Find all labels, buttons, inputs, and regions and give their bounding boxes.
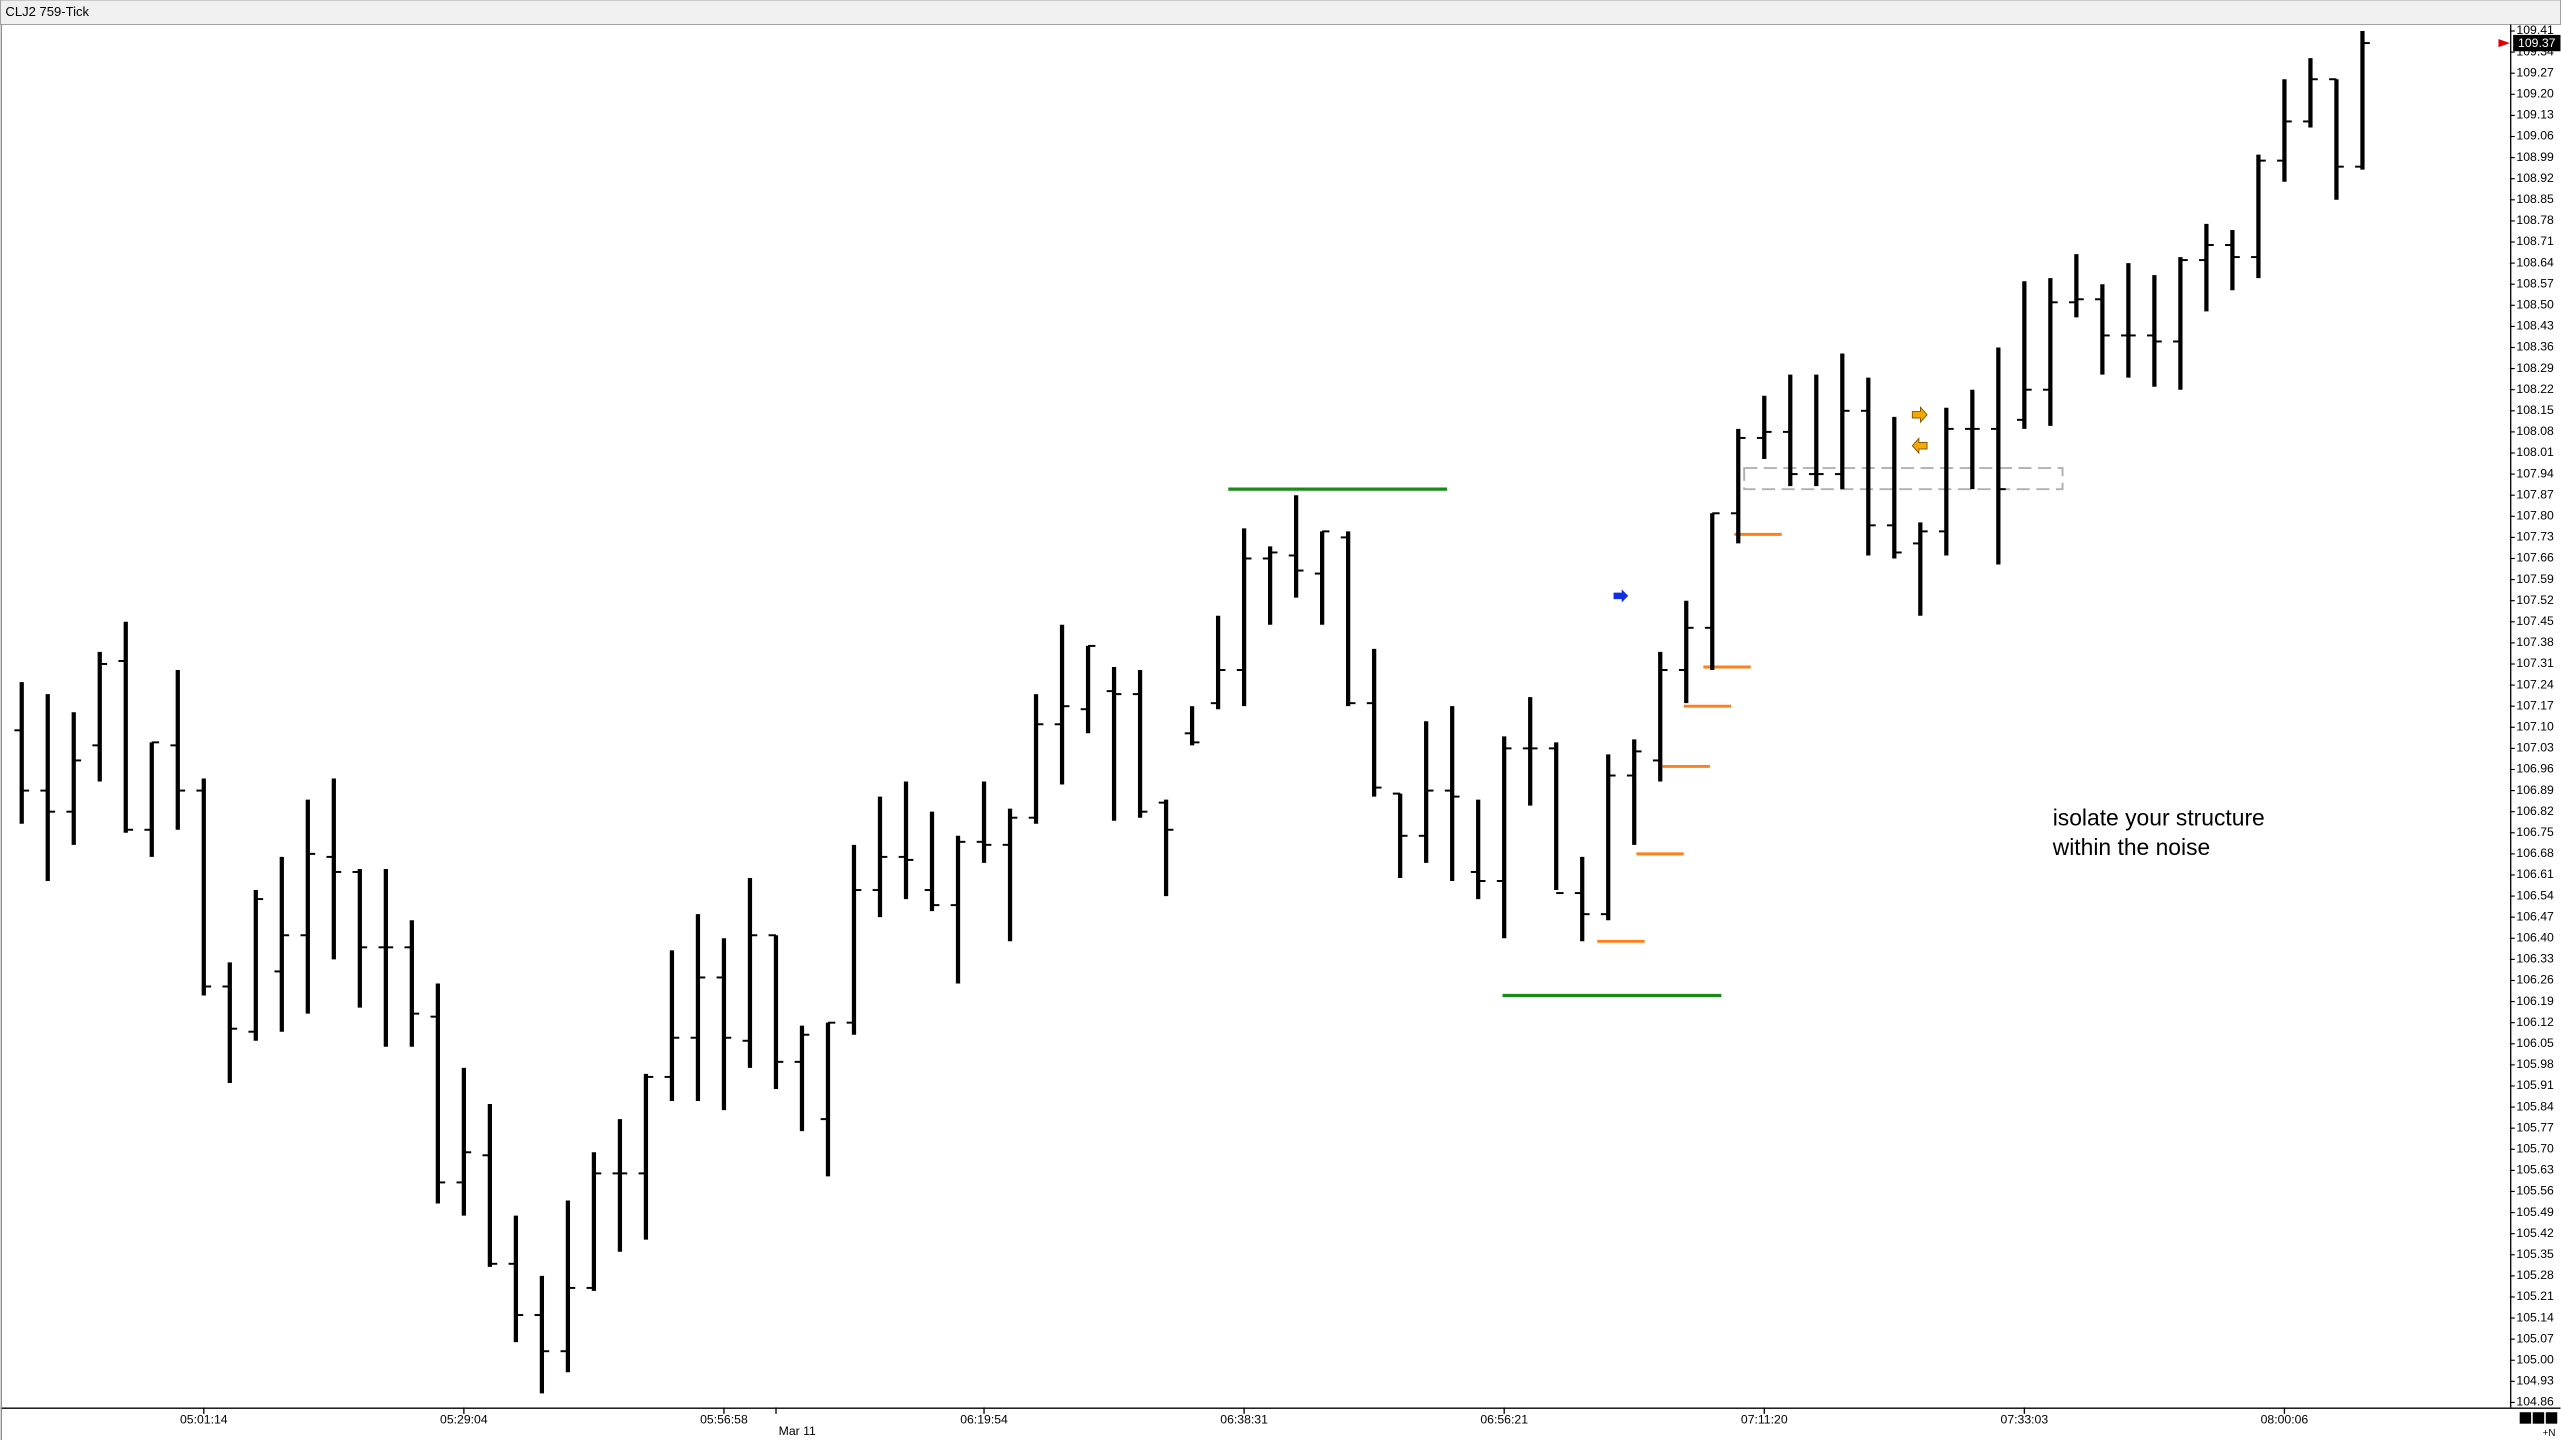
- y-tick-label: 106.47: [2516, 909, 2554, 923]
- y-tick-label: 105.28: [2516, 1268, 2554, 1282]
- x-tick-label: 05:29:04: [440, 1413, 488, 1427]
- y-tick-label: 108.36: [2516, 340, 2554, 354]
- chart-title: CLJ2 759-Tick: [5, 4, 89, 19]
- signal-arrow: [1911, 437, 1928, 455]
- y-tick-label: 108.71: [2516, 234, 2554, 248]
- y-tick-label: 108.50: [2516, 298, 2554, 312]
- y-tick-label: 106.26: [2516, 973, 2554, 987]
- scale-button[interactable]: [2545, 1412, 2558, 1424]
- y-tick-label: 109.27: [2516, 65, 2554, 79]
- y-tick-label: 107.10: [2516, 720, 2554, 734]
- x-tick-label: 06:56:21: [1480, 1413, 1528, 1427]
- y-tick-label: 106.61: [2516, 867, 2554, 881]
- y-tick-label: 107.80: [2516, 509, 2554, 523]
- last-price-label: 109.37: [2518, 36, 2556, 50]
- y-tick-label: 107.31: [2516, 656, 2554, 670]
- signal-arrow: [1911, 406, 1928, 424]
- y-tick-label: 106.12: [2516, 1015, 2554, 1029]
- y-tick-label: 105.21: [2516, 1289, 2554, 1303]
- y-tick-label: 106.40: [2516, 931, 2554, 945]
- y-tick-label: 108.15: [2516, 403, 2554, 417]
- y-tick-label: 109.06: [2516, 129, 2554, 143]
- y-tick-label: 107.03: [2516, 741, 2554, 755]
- y-tick-label: 105.49: [2516, 1205, 2554, 1219]
- y-tick-label: 106.19: [2516, 994, 2554, 1008]
- zone: [1743, 467, 2064, 491]
- last-price-arrow: [2498, 38, 2510, 48]
- y-tick-label: 105.42: [2516, 1226, 2554, 1240]
- x-tick-label: 06:19:54: [960, 1413, 1008, 1427]
- x-tick-label: 07:11:20: [1741, 1413, 1788, 1427]
- y-tick-label: 105.00: [2516, 1352, 2554, 1366]
- scale-button-label[interactable]: +N: [2543, 1428, 2556, 1439]
- y-tick-label: 109.20: [2516, 87, 2554, 101]
- annotation-text: within the noise: [2052, 834, 2210, 860]
- y-tick-label: 107.52: [2516, 593, 2554, 607]
- y-tick-label: 105.77: [2516, 1120, 2554, 1134]
- y-tick-label: 104.93: [2516, 1374, 2554, 1388]
- y-tick-label: 107.45: [2516, 614, 2554, 628]
- title-bar: [0, 0, 2561, 25]
- y-tick-label: 107.94: [2516, 466, 2554, 480]
- x-tick-label: 07:33:03: [2001, 1413, 2049, 1427]
- scale-button[interactable]: [2519, 1412, 2532, 1424]
- y-tick-label: 108.29: [2516, 361, 2554, 375]
- y-tick-label: 105.14: [2516, 1310, 2554, 1324]
- y-tick-label: 106.68: [2516, 846, 2554, 860]
- y-tick-label: 105.56: [2516, 1184, 2554, 1198]
- x-tick-label: 05:56:58: [700, 1413, 748, 1427]
- y-tick-label: 107.66: [2516, 551, 2554, 565]
- y-tick-label: 107.87: [2516, 487, 2554, 501]
- signal-arrow: [1613, 589, 1629, 603]
- y-tick-label: 108.64: [2516, 255, 2554, 269]
- y-tick-label: 107.24: [2516, 677, 2554, 691]
- y-tick-label: 108.22: [2516, 382, 2554, 396]
- y-tick-label: 108.99: [2516, 150, 2554, 164]
- y-tick-label: 109.13: [2516, 108, 2554, 122]
- annotation-text: isolate your structure: [2053, 805, 2265, 831]
- scale-buttons[interactable]: [2519, 1412, 2558, 1424]
- x-tick-label: 08:00:06: [2261, 1413, 2309, 1427]
- y-tick-label: 105.91: [2516, 1078, 2554, 1092]
- y-tick-label: 105.84: [2516, 1099, 2554, 1113]
- date-label: Mar 11: [779, 1424, 816, 1438]
- y-tick-label: 108.01: [2516, 445, 2554, 459]
- y-tick-label: 105.70: [2516, 1141, 2554, 1155]
- y-tick-label: 105.98: [2516, 1057, 2554, 1071]
- y-tick-label: 105.63: [2516, 1163, 2554, 1177]
- last-price-box: [2513, 34, 2561, 52]
- y-tick-label: 106.82: [2516, 804, 2554, 818]
- y-tick-label: 107.17: [2516, 698, 2554, 712]
- y-tick-label: 107.38: [2516, 635, 2554, 649]
- y-tick-label: 108.08: [2516, 424, 2554, 438]
- y-tick-label: 106.33: [2516, 952, 2554, 966]
- y-tick-label: 106.05: [2516, 1036, 2554, 1050]
- y-tick-label: 107.59: [2516, 572, 2554, 586]
- y-tick-label: 106.89: [2516, 783, 2554, 797]
- x-tick-label: 05:01:14: [180, 1413, 228, 1427]
- scale-button[interactable]: [2532, 1412, 2545, 1424]
- y-tick-label: 106.75: [2516, 825, 2554, 839]
- y-tick-label: 108.92: [2516, 171, 2554, 185]
- x-tick-label: 06:38:31: [1220, 1413, 1268, 1427]
- y-tick-label: 107.73: [2516, 530, 2554, 544]
- y-tick-label: 108.43: [2516, 319, 2554, 333]
- y-tick-label: 108.57: [2516, 276, 2554, 290]
- y-tick-label: 109.41: [2516, 23, 2554, 37]
- y-tick-label: 106.96: [2516, 762, 2554, 776]
- y-tick-label: 105.35: [2516, 1247, 2554, 1261]
- y-tick-label: 108.85: [2516, 192, 2554, 206]
- y-tick-label: 105.07: [2516, 1331, 2554, 1345]
- y-tick-label: 104.86: [2516, 1395, 2554, 1409]
- y-tick-label: 108.78: [2516, 213, 2554, 227]
- y-tick-label: 106.54: [2516, 888, 2554, 902]
